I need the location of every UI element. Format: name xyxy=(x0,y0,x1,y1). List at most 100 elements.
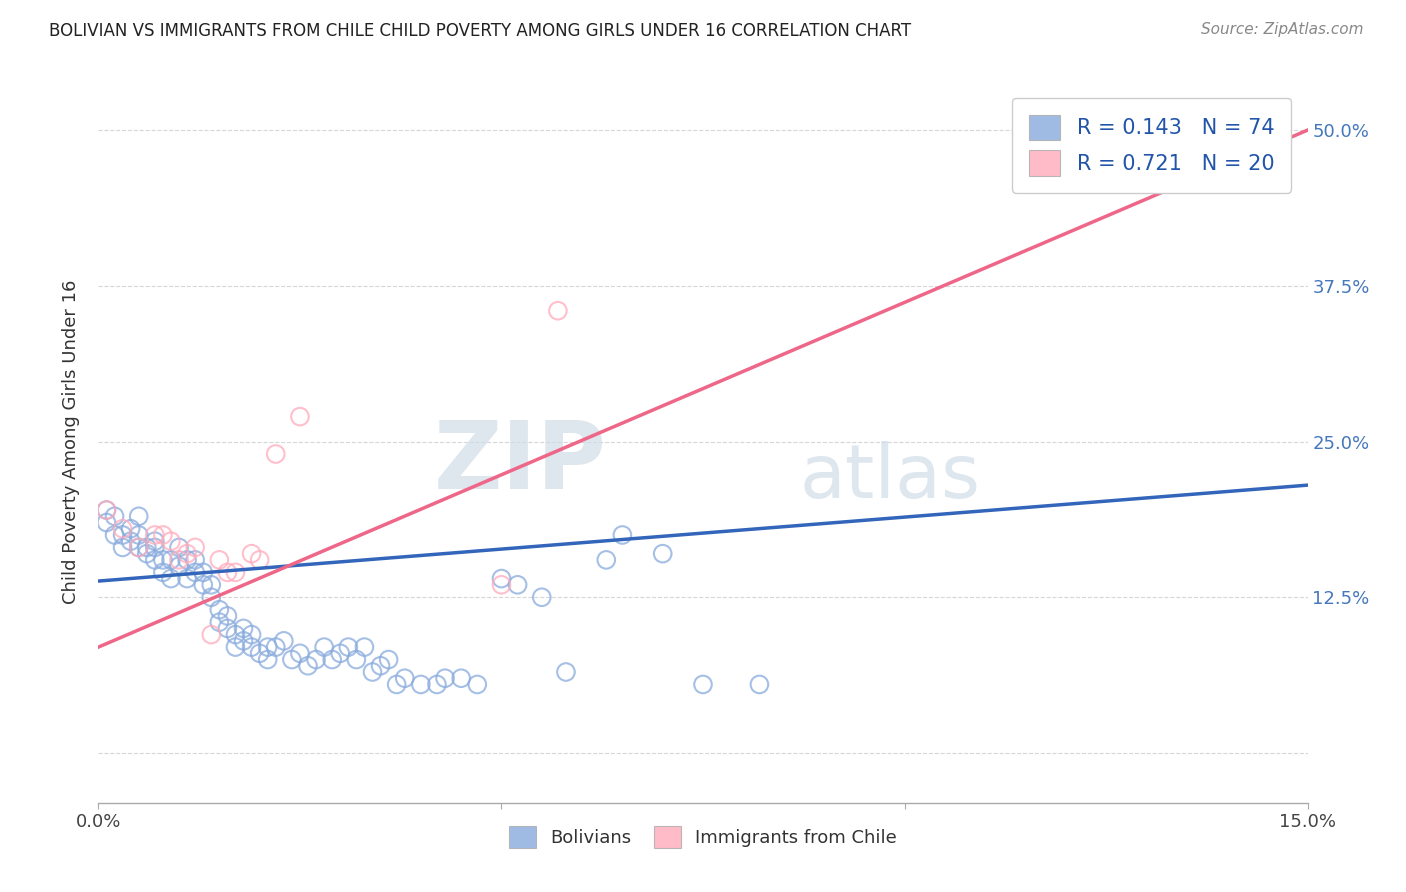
Point xyxy=(224,566,246,580)
Point xyxy=(128,528,150,542)
Point xyxy=(232,633,254,648)
Point xyxy=(96,503,118,517)
Point xyxy=(434,671,457,685)
Point xyxy=(135,547,157,561)
Point xyxy=(152,566,174,580)
Text: atlas: atlas xyxy=(800,442,981,514)
Point xyxy=(595,553,617,567)
Point xyxy=(111,541,134,555)
Point xyxy=(1135,161,1157,175)
Point xyxy=(128,509,150,524)
Point xyxy=(111,522,134,536)
Point xyxy=(377,652,399,666)
Point xyxy=(208,603,231,617)
Point xyxy=(314,640,336,654)
Point xyxy=(217,621,239,635)
Point xyxy=(224,627,246,641)
Point xyxy=(193,578,215,592)
Point xyxy=(273,633,295,648)
Point xyxy=(135,541,157,555)
Point xyxy=(232,621,254,635)
Point xyxy=(128,541,150,555)
Point xyxy=(748,677,770,691)
Point xyxy=(152,553,174,567)
Point xyxy=(264,640,287,654)
Point xyxy=(321,652,343,666)
Point xyxy=(344,652,367,666)
Point xyxy=(193,566,215,580)
Point xyxy=(217,566,239,580)
Text: ZIP: ZIP xyxy=(433,417,606,509)
Point xyxy=(612,528,634,542)
Point xyxy=(256,640,278,654)
Point xyxy=(176,572,198,586)
Point xyxy=(103,509,125,524)
Point xyxy=(297,658,319,673)
Point xyxy=(96,503,118,517)
Point xyxy=(491,578,513,592)
Point xyxy=(167,541,190,555)
Point xyxy=(692,677,714,691)
Point xyxy=(547,303,569,318)
Point xyxy=(143,528,166,542)
Point xyxy=(329,646,352,660)
Point xyxy=(394,671,416,685)
Point xyxy=(281,652,304,666)
Point xyxy=(167,553,190,567)
Point xyxy=(120,522,142,536)
Point xyxy=(651,547,673,561)
Point xyxy=(465,677,488,691)
Point xyxy=(370,658,392,673)
Point xyxy=(160,553,183,567)
Legend: Bolivians, Immigrants from Chile: Bolivians, Immigrants from Chile xyxy=(502,819,904,855)
Point xyxy=(288,646,311,660)
Point xyxy=(224,640,246,654)
Point xyxy=(120,534,142,549)
Point xyxy=(426,677,449,691)
Point xyxy=(450,671,472,685)
Point xyxy=(555,665,578,679)
Point xyxy=(143,553,166,567)
Point xyxy=(288,409,311,424)
Point xyxy=(176,553,198,567)
Point xyxy=(361,665,384,679)
Y-axis label: Child Poverty Among Girls Under 16: Child Poverty Among Girls Under 16 xyxy=(62,279,80,604)
Point xyxy=(160,572,183,586)
Point xyxy=(143,541,166,555)
Point xyxy=(128,541,150,555)
Point xyxy=(200,578,222,592)
Point xyxy=(176,547,198,561)
Point xyxy=(530,591,553,605)
Point xyxy=(337,640,360,654)
Point xyxy=(491,572,513,586)
Text: Source: ZipAtlas.com: Source: ZipAtlas.com xyxy=(1201,22,1364,37)
Point xyxy=(240,640,263,654)
Point xyxy=(96,516,118,530)
Point xyxy=(111,528,134,542)
Point xyxy=(249,553,271,567)
Point xyxy=(200,627,222,641)
Point xyxy=(200,591,222,605)
Point xyxy=(160,534,183,549)
Point xyxy=(152,528,174,542)
Point xyxy=(264,447,287,461)
Point xyxy=(385,677,408,691)
Point xyxy=(305,652,328,666)
Point xyxy=(208,615,231,630)
Point xyxy=(143,534,166,549)
Point xyxy=(240,547,263,561)
Point xyxy=(208,553,231,567)
Point xyxy=(240,627,263,641)
Point xyxy=(409,677,432,691)
Point xyxy=(184,553,207,567)
Point xyxy=(217,609,239,624)
Point xyxy=(353,640,375,654)
Text: BOLIVIAN VS IMMIGRANTS FROM CHILE CHILD POVERTY AMONG GIRLS UNDER 16 CORRELATION: BOLIVIAN VS IMMIGRANTS FROM CHILE CHILD … xyxy=(49,22,911,40)
Point xyxy=(506,578,529,592)
Point xyxy=(256,652,278,666)
Point xyxy=(184,566,207,580)
Point xyxy=(167,559,190,574)
Point xyxy=(184,541,207,555)
Point xyxy=(249,646,271,660)
Point xyxy=(103,528,125,542)
